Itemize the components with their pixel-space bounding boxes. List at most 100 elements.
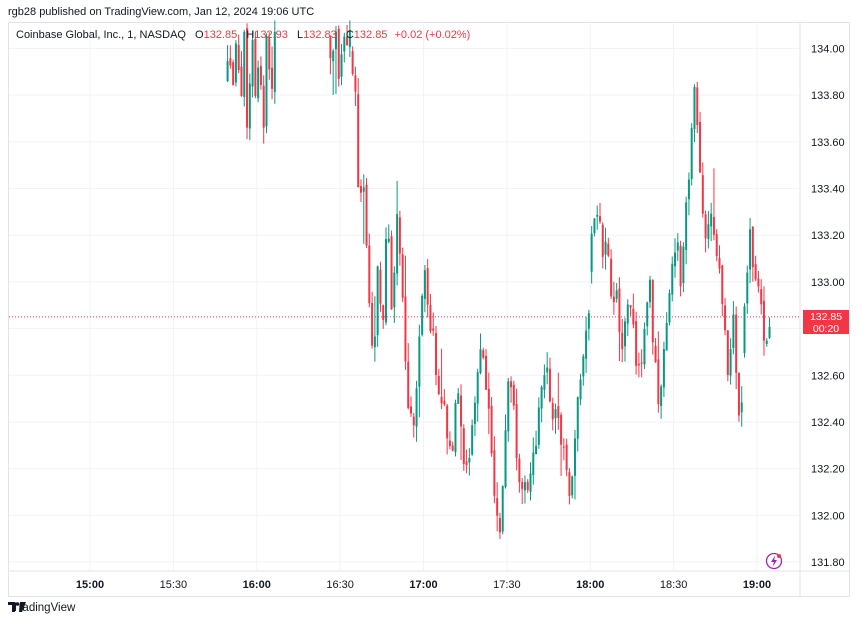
candle (557, 372, 560, 430)
candle (565, 438, 568, 477)
candle (701, 162, 704, 218)
candle (373, 296, 376, 362)
candle (404, 255, 407, 370)
time-tick-label: 19:00 (743, 579, 771, 591)
candle (532, 437, 535, 485)
price-tick-label: 133.40 (811, 184, 845, 196)
candle (482, 347, 485, 360)
candle (635, 311, 638, 375)
candle (646, 301, 649, 336)
candle (262, 75, 265, 144)
candle (693, 84, 696, 143)
price-axis: 134.00 133.80 133.60 133.40 133.20 133.00 132.… (811, 44, 845, 570)
candle (749, 217, 752, 284)
candle (546, 352, 549, 385)
candle (754, 255, 757, 282)
candle (626, 299, 629, 337)
candle (718, 245, 721, 274)
candle (468, 448, 471, 476)
candle (257, 60, 260, 103)
candle (462, 424, 465, 471)
candle (368, 233, 371, 308)
candle (421, 293, 424, 337)
candle (443, 389, 446, 407)
candle (651, 279, 654, 355)
tradingview-brand[interactable]: TradingView (8, 602, 75, 614)
candle (610, 249, 613, 299)
symbol-label: Coinbase Global, Inc., 1, NASDAQ (16, 29, 186, 41)
price-tick-label: 133.20 (811, 230, 845, 242)
time-tick-label: 17:00 (409, 579, 437, 591)
candle (732, 301, 735, 355)
last-price-value: 132.85 (809, 311, 843, 323)
candle (504, 414, 507, 489)
candle (518, 453, 521, 493)
candle (621, 318, 624, 363)
candle (471, 419, 474, 456)
time-tick-label: 17:30 (493, 579, 521, 591)
candle (523, 475, 526, 504)
lightning-icon[interactable] (765, 552, 783, 570)
candle (473, 396, 476, 437)
candle (598, 202, 601, 224)
candle (543, 364, 546, 399)
candle (412, 412, 415, 438)
candle (357, 78, 360, 188)
candle (248, 73, 251, 141)
candle (340, 43, 343, 86)
open-value: 132.85 (203, 29, 238, 41)
candle (329, 35, 332, 75)
time-tick-label: 15:00 (76, 579, 104, 591)
candle (715, 229, 718, 262)
candle (393, 266, 396, 323)
high-label: H (246, 29, 255, 41)
candle (390, 230, 393, 310)
time-tick-label: 18:30 (660, 579, 688, 591)
price-tick-label: 132.60 (811, 370, 845, 382)
candle (612, 281, 615, 315)
candle (476, 368, 479, 422)
candle (615, 282, 618, 303)
candle (271, 46, 274, 100)
brand-label: TradingView (12, 602, 76, 614)
candle (537, 397, 540, 449)
candle (457, 387, 460, 405)
grid-lines (9, 23, 799, 570)
candle (685, 196, 688, 265)
candle (582, 353, 585, 386)
last-price-tag: 132.85 00:20 (803, 310, 849, 335)
candle (593, 217, 596, 237)
candle (624, 317, 626, 362)
candle (451, 441, 454, 452)
candle (710, 202, 713, 242)
candle (585, 316, 588, 373)
chart-frame (8, 22, 850, 597)
candle (401, 247, 404, 303)
candle (240, 51, 243, 97)
candle (657, 331, 660, 413)
candle (665, 312, 668, 351)
candle (760, 279, 763, 315)
candle (382, 304, 385, 329)
candle (396, 180, 399, 286)
time-tick-label: 16:30 (326, 579, 354, 591)
candle (721, 264, 724, 316)
candle (446, 403, 449, 455)
candle (674, 238, 677, 278)
candle (273, 20, 276, 104)
candle (351, 46, 354, 76)
candle (437, 368, 440, 396)
price-tick-label: 133.00 (811, 277, 845, 289)
change-value: +0.02 (+0.02%) (394, 29, 471, 41)
candle (387, 224, 390, 244)
candle (371, 291, 374, 349)
candle (379, 261, 382, 312)
candle (265, 33, 268, 134)
open-label: O (195, 29, 204, 41)
candle (234, 40, 237, 87)
candle (507, 377, 510, 442)
candle (259, 56, 262, 90)
candle (410, 396, 413, 417)
candle (384, 227, 387, 326)
